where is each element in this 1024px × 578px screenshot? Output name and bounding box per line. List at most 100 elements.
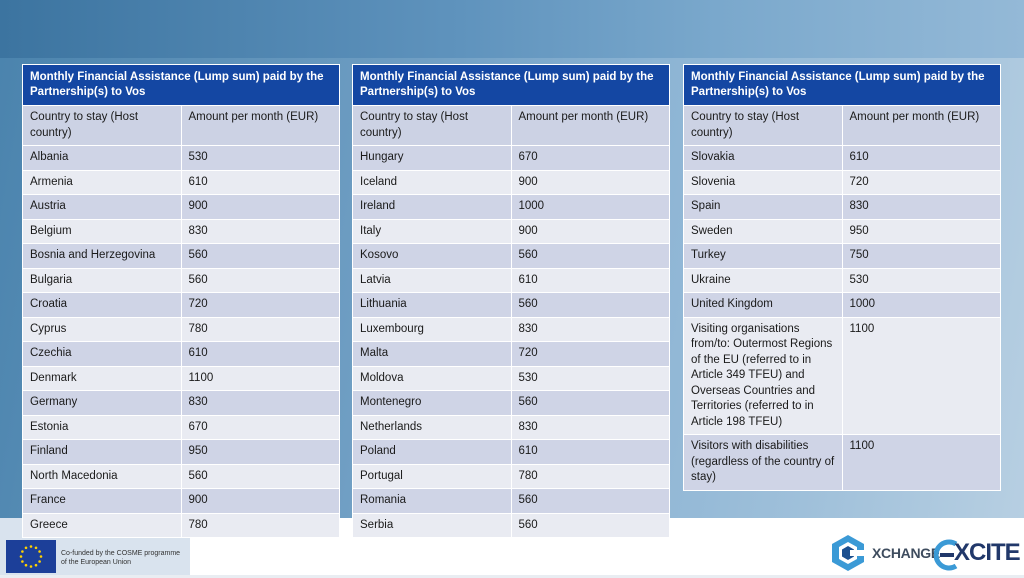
- country-cell: Portugal: [352, 463, 512, 489]
- assistance-table-3: Monthly Financial Assistance (Lump sum) …: [683, 64, 1001, 491]
- country-cell: Luxembourg: [352, 316, 512, 342]
- table-row: Turkey 750: [683, 243, 1001, 269]
- country-cell: Denmark: [22, 365, 182, 391]
- table-row: Greece 780: [22, 512, 340, 538]
- table-row: Cyprus 780: [22, 316, 340, 342]
- table-row: Bulgaria 560: [22, 267, 340, 293]
- table-row: Slovenia 720: [683, 169, 1001, 195]
- country-cell: Czechia: [22, 341, 182, 367]
- amount-cell: 780: [180, 316, 340, 342]
- amount-cell: 560: [510, 488, 670, 514]
- table-row: Austria 900: [22, 194, 340, 220]
- country-cell: Sweden: [683, 218, 843, 244]
- table-row: Slovakia 610: [683, 145, 1001, 171]
- cofund-line-2: of the European Union: [61, 559, 132, 566]
- country-cell: Kosovo: [352, 243, 512, 269]
- table-header: Monthly Financial Assistance (Lump sum) …: [22, 64, 340, 106]
- table-row: Belgium 830: [22, 218, 340, 244]
- table-row: Netherlands 830: [352, 414, 670, 440]
- amount-cell: 530: [180, 145, 340, 171]
- excite-logo-icon: [934, 539, 958, 571]
- amount-cell: 950: [180, 439, 340, 465]
- country-cell: United Kingdom: [683, 292, 843, 318]
- amount-cell: 610: [180, 341, 340, 367]
- table-row: Visiting organisations from/to: Outermos…: [683, 316, 1001, 435]
- amount-cell: 560: [510, 390, 670, 416]
- xchange-logo-icon: [832, 535, 866, 571]
- table-row: Albania 530: [22, 145, 340, 171]
- country-cell: Moldova: [352, 365, 512, 391]
- country-cell: Slovakia: [683, 145, 843, 171]
- column-header-amount: Amount per month (EUR): [180, 105, 340, 146]
- table-row: Czechia 610: [22, 341, 340, 367]
- table-row: United Kingdom 1000: [683, 292, 1001, 318]
- amount-cell: 830: [510, 414, 670, 440]
- amount-cell: 830: [510, 316, 670, 342]
- table-row: Moldova 530: [352, 365, 670, 391]
- table-row: Sweden 950: [683, 218, 1001, 244]
- table-row: Kosovo 560: [352, 243, 670, 269]
- amount-cell: 530: [510, 365, 670, 391]
- country-cell: Italy: [352, 218, 512, 244]
- country-cell: Lithuania: [352, 292, 512, 318]
- table-row: Spain 830: [683, 194, 1001, 220]
- amount-cell: 900: [180, 194, 340, 220]
- amount-cell: 780: [510, 463, 670, 489]
- table-row: Hungary 670: [352, 145, 670, 171]
- table-row: Poland 610: [352, 439, 670, 465]
- table-row: Armenia 610: [22, 169, 340, 195]
- amount-cell: 610: [510, 439, 670, 465]
- column-header-amount: Amount per month (EUR): [841, 105, 1001, 146]
- column-header-row: Country to stay (Host country) Amount pe…: [352, 105, 670, 146]
- country-cell: Serbia: [352, 512, 512, 538]
- table-row: Ukraine 530: [683, 267, 1001, 293]
- excite-logo: XCITE: [934, 536, 1021, 572]
- amount-cell: 560: [510, 292, 670, 318]
- amount-cell: 720: [180, 292, 340, 318]
- country-cell: Armenia: [22, 169, 182, 195]
- table-row: North Macedonia 560: [22, 463, 340, 489]
- country-cell: Bulgaria: [22, 267, 182, 293]
- country-cell: Visitors with disabilities (regardless o…: [683, 434, 843, 491]
- amount-cell: 560: [510, 512, 670, 538]
- table-row: Denmark 1100: [22, 365, 340, 391]
- country-cell: Netherlands: [352, 414, 512, 440]
- country-cell: Austria: [22, 194, 182, 220]
- country-cell: Romania: [352, 488, 512, 514]
- table-row: Croatia 720: [22, 292, 340, 318]
- xchange-logo-text: XCHANGE: [872, 545, 940, 561]
- table-row: Finland 950: [22, 439, 340, 465]
- cofund-line-1: Co-funded by the COSME programme: [61, 550, 181, 557]
- amount-cell: 560: [180, 243, 340, 269]
- table-row: Montenegro 560: [352, 390, 670, 416]
- country-cell: Montenegro: [352, 390, 512, 416]
- amount-cell: 830: [841, 194, 1001, 220]
- table-row: Lithuania 560: [352, 292, 670, 318]
- table-row: Estonia 670: [22, 414, 340, 440]
- table-row: Latvia 610: [352, 267, 670, 293]
- amount-cell: 830: [180, 390, 340, 416]
- eu-flag-icon: [6, 540, 56, 573]
- table-header: Monthly Financial Assistance (Lump sum) …: [352, 64, 670, 106]
- amount-cell: 1100: [180, 365, 340, 391]
- country-cell: Visiting organisations from/to: Outermos…: [683, 316, 843, 435]
- country-cell: Albania: [22, 145, 182, 171]
- country-cell: Latvia: [352, 267, 512, 293]
- amount-cell: 750: [841, 243, 1001, 269]
- amount-cell: 560: [180, 267, 340, 293]
- country-cell: Cyprus: [22, 316, 182, 342]
- country-cell: Ireland: [352, 194, 512, 220]
- table-header: Monthly Financial Assistance (Lump sum) …: [683, 64, 1001, 106]
- amount-cell: 950: [841, 218, 1001, 244]
- amount-cell: 720: [841, 169, 1001, 195]
- table-row: Ireland 1000: [352, 194, 670, 220]
- background-top: [0, 0, 1024, 58]
- table-row: Malta 720: [352, 341, 670, 367]
- amount-cell: 720: [510, 341, 670, 367]
- table-row: Serbia 560: [352, 512, 670, 538]
- column-header-country: Country to stay (Host country): [352, 105, 512, 146]
- excite-logo-text: XCITE: [954, 539, 1021, 566]
- assistance-table-1: Monthly Financial Assistance (Lump sum) …: [22, 64, 340, 538]
- country-cell: Turkey: [683, 243, 843, 269]
- country-cell: Iceland: [352, 169, 512, 195]
